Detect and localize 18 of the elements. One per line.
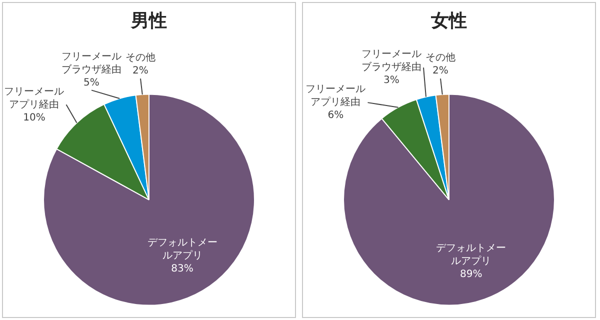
data-label: 3% [384,75,400,86]
slice-label: フリーメールアプリ経由 [306,84,366,108]
data-label: 2% [132,66,148,77]
slice-label: フリーメールブラウザ経由 [361,49,422,74]
slice-label: その他 [425,52,456,64]
slice-label: その他 [125,52,156,64]
data-label: 10% [23,112,46,124]
slice-label: デフォルトメールアプリ [147,238,218,262]
data-label: 89% [460,268,482,280]
data-label: 83% [171,264,194,275]
data-label: 5% [84,77,100,88]
chart-title: 男性 [130,10,167,32]
slice-label: フリーメールブラウザ経由 [61,51,122,76]
data-label: 2% [432,66,448,77]
chart-title: 女性 [430,10,467,32]
slice-label: フリーメールアプリ経由 [4,86,64,110]
data-label: 6% [328,110,344,122]
slice-label: デフォルトメールアプリ [436,242,506,267]
